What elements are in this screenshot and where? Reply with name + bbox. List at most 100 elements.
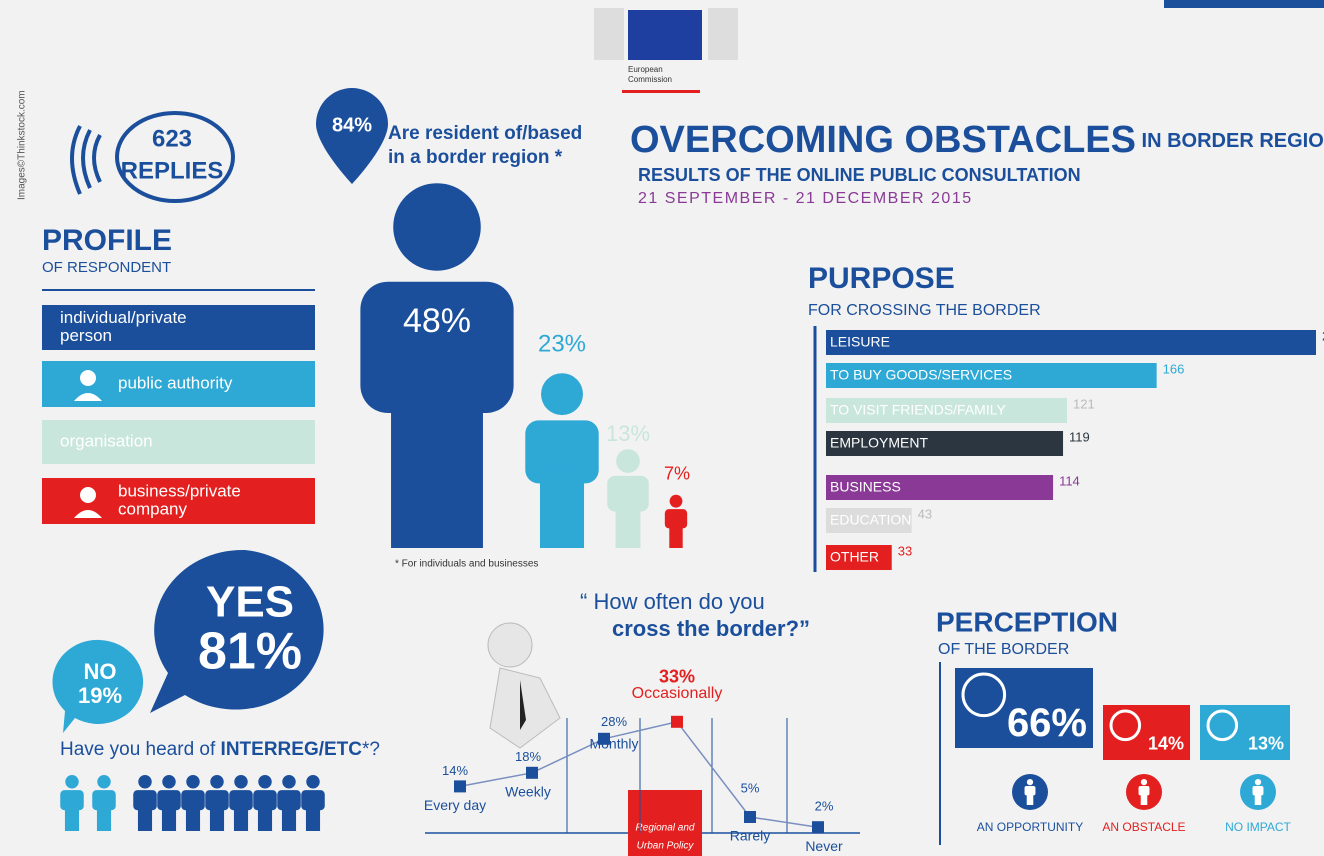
point-value: 14% <box>442 763 468 778</box>
perception-value: 14% <box>1148 733 1184 753</box>
face <box>1109 709 1142 742</box>
head <box>306 775 320 789</box>
point-value: 33% <box>659 667 695 687</box>
profile-label: person <box>60 326 112 345</box>
dates: 21 SEPTEMBER - 21 DECEMBER 2015 <box>638 190 973 207</box>
bar <box>826 545 892 570</box>
bar-value: 119 <box>1069 429 1090 444</box>
torso <box>1252 786 1264 796</box>
head <box>1026 779 1034 786</box>
point-value: 2% <box>815 799 834 814</box>
resident-text: in a border region * <box>388 147 563 168</box>
avatar <box>74 510 102 518</box>
head <box>669 494 683 508</box>
bar-label: LEISURE <box>830 334 890 350</box>
torso <box>301 790 325 811</box>
bar-label: OTHER <box>830 549 879 565</box>
perception-title: PERCEPTION <box>936 606 1118 637</box>
bar-value: 43 <box>918 506 932 521</box>
yes-label: YES <box>206 578 294 627</box>
point-label: Monthly <box>589 736 638 752</box>
head <box>210 775 224 789</box>
icon-figure <box>1138 779 1150 805</box>
bar-label: EDUCATION <box>830 512 911 528</box>
bar <box>826 431 1064 456</box>
point-label: Weekly <box>505 784 551 800</box>
head <box>616 449 640 473</box>
point-label: Every day <box>424 797 486 813</box>
head <box>186 775 200 789</box>
torso <box>157 790 181 811</box>
face <box>961 672 1007 718</box>
bar-label: BUSINESS <box>830 479 901 495</box>
torso <box>229 790 253 811</box>
bar-label: TO BUY GOODS/SERVICES <box>830 367 1012 383</box>
figure <box>664 494 688 548</box>
point-value: 18% <box>515 749 541 764</box>
torso <box>133 790 157 811</box>
point <box>671 715 683 728</box>
profile-label: company <box>118 499 187 518</box>
perception-value: 66% <box>1007 701 1087 745</box>
head <box>258 775 272 789</box>
profile-box <box>42 420 315 464</box>
bar <box>826 475 1054 500</box>
point <box>454 780 466 793</box>
bar-label: EMPLOYMENT <box>830 435 928 451</box>
logo-text: European <box>628 65 663 74</box>
bar <box>826 508 912 533</box>
logo-text: Commission <box>628 75 672 84</box>
resident-text: Are resident of/based <box>388 123 582 144</box>
figure-value: 7% <box>664 464 690 484</box>
point-value: 28% <box>601 714 627 729</box>
perception-label: NO IMPACT <box>1225 820 1291 834</box>
head <box>97 775 111 789</box>
torso <box>181 790 205 811</box>
replies-waves <box>70 125 102 195</box>
head <box>1140 779 1148 786</box>
legs <box>137 805 153 831</box>
figure-value: 13% <box>606 421 650 446</box>
people-row <box>60 775 325 831</box>
badge-text: Regional and <box>636 823 695 834</box>
avatar <box>80 487 96 503</box>
figure-value: 48% <box>403 302 471 340</box>
bar-value: 166 <box>1163 361 1185 376</box>
point <box>526 766 538 779</box>
legs <box>615 503 641 548</box>
credit: Images©Thinkstock.com <box>17 90 28 200</box>
bar-value: 246 <box>1322 328 1324 343</box>
torso <box>92 790 116 811</box>
perception-subtitle: OF THE BORDER <box>938 641 1069 658</box>
note: * For individuals and businesses <box>395 559 538 570</box>
title: OVERCOMING OBSTACLES IN BORDER REGIONS <box>630 119 1324 161</box>
legs <box>64 805 80 831</box>
legs <box>233 805 249 831</box>
frequency-title: “ How often do you <box>580 589 765 614</box>
icon-figure <box>1024 779 1036 805</box>
question-bold: INTERREG/ETC <box>221 739 363 760</box>
frequency-title-text: How often do you <box>593 589 764 614</box>
avatar <box>74 393 102 401</box>
yes-bubble <box>150 549 324 713</box>
perception-label: AN OPPORTUNITY <box>977 820 1083 834</box>
legs <box>1026 793 1034 805</box>
frequency-title-bold: cross the border? <box>612 616 799 641</box>
yes-value: 81% <box>198 623 302 681</box>
face <box>1206 709 1239 742</box>
point-label: Never <box>805 838 843 854</box>
profile-label: individual/private <box>60 308 187 327</box>
head <box>65 775 79 789</box>
legs <box>161 805 177 831</box>
point <box>744 811 756 823</box>
legs <box>305 805 321 831</box>
legs <box>539 469 585 548</box>
bar <box>826 363 1157 388</box>
point <box>812 821 824 834</box>
profile-title: PROFILE <box>42 224 172 257</box>
profile-label: organisation <box>60 431 153 450</box>
replies-label: REPLIES <box>121 157 224 184</box>
torso <box>1024 786 1036 796</box>
logo <box>594 8 738 93</box>
